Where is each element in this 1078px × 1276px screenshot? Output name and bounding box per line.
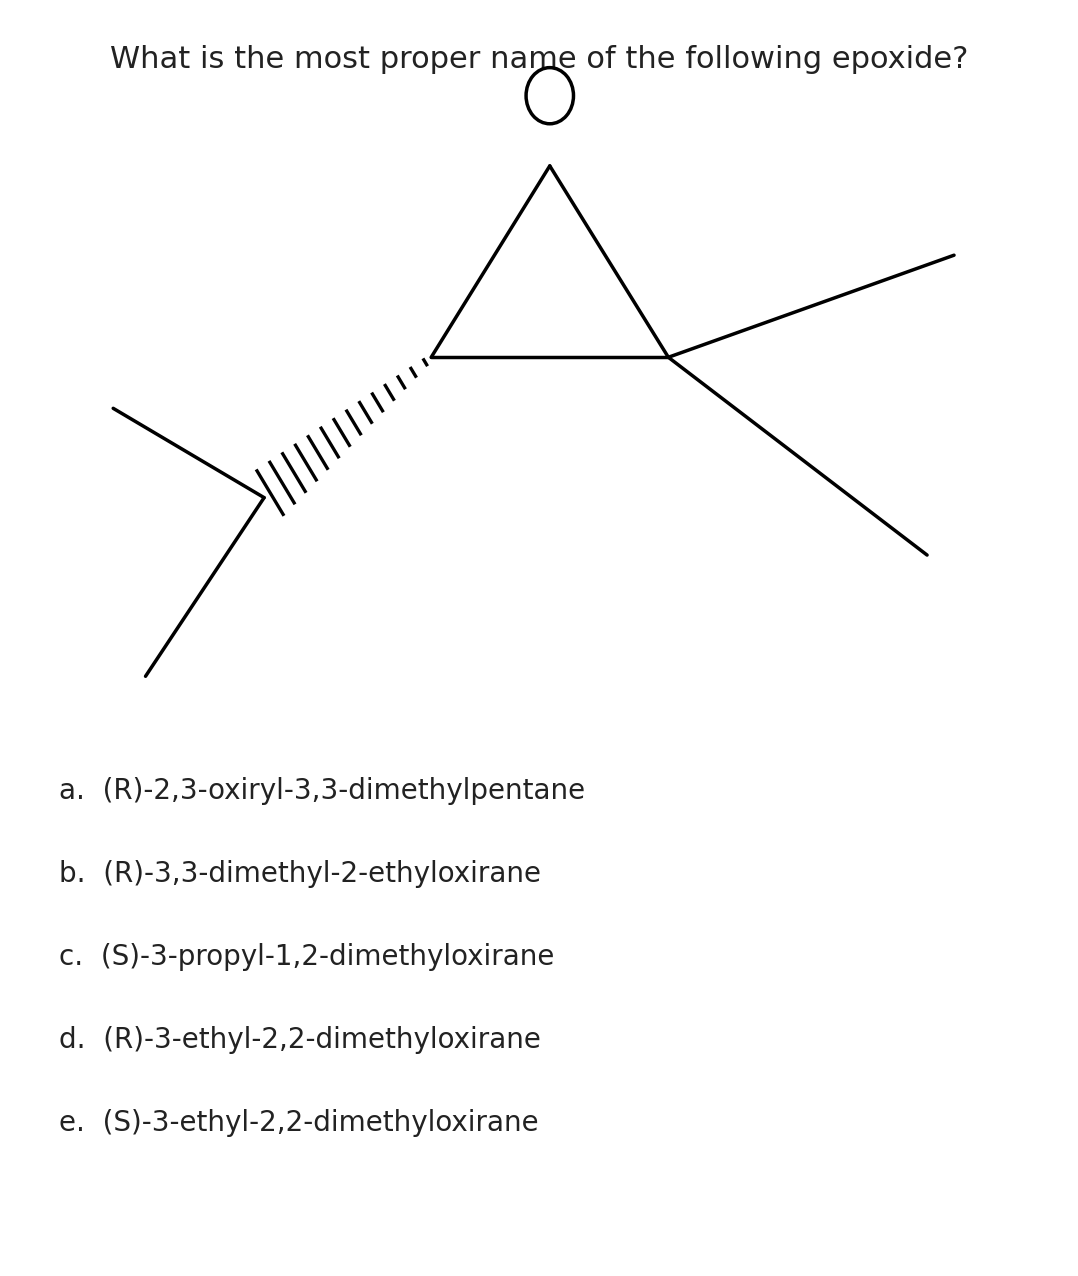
Text: e.  (S)-3-ethyl-2,2-dimethyloxirane: e. (S)-3-ethyl-2,2-dimethyloxirane (59, 1109, 539, 1137)
Text: c.  (S)-3-propyl-1,2-dimethyloxirane: c. (S)-3-propyl-1,2-dimethyloxirane (59, 943, 555, 971)
Text: a.  (R)-2,3-oxiryl-3,3-dimethylpentane: a. (R)-2,3-oxiryl-3,3-dimethylpentane (59, 777, 585, 805)
Text: d.  (R)-3-ethyl-2,2-dimethyloxirane: d. (R)-3-ethyl-2,2-dimethyloxirane (59, 1026, 541, 1054)
Text: What is the most proper name of the following epoxide?: What is the most proper name of the foll… (110, 45, 968, 74)
Text: b.  (R)-3,3-dimethyl-2-ethyloxirane: b. (R)-3,3-dimethyl-2-ethyloxirane (59, 860, 541, 888)
